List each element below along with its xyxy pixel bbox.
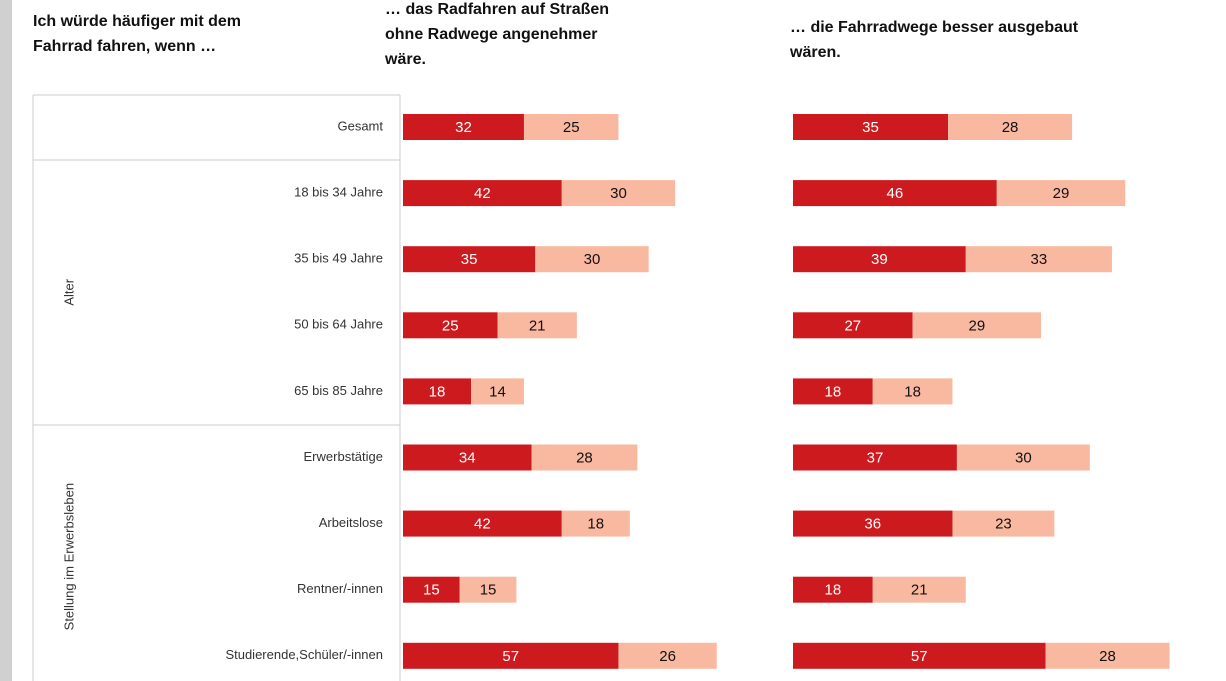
panel-title: wären. bbox=[789, 44, 841, 61]
bar-segment bbox=[403, 444, 532, 471]
value-label: 29 bbox=[1053, 185, 1070, 202]
value-label: 35 bbox=[862, 119, 879, 136]
question: Ich würde häufiger mit dem bbox=[33, 13, 241, 30]
value-label: 25 bbox=[442, 317, 459, 334]
row-label: Studierende,Schüler/-innen bbox=[225, 647, 383, 662]
group-label: Stellung im Erwerbsleben bbox=[61, 483, 76, 630]
bar-segment bbox=[872, 576, 966, 603]
row-label: Arbeitslose bbox=[319, 515, 383, 530]
value-label: 30 bbox=[610, 185, 627, 202]
value-label: 28 bbox=[576, 449, 593, 466]
bar-segment bbox=[403, 180, 562, 207]
value-label: 18 bbox=[587, 516, 604, 533]
value-label: 35 bbox=[461, 251, 478, 268]
bar-segment bbox=[618, 642, 717, 669]
value-label: 42 bbox=[474, 185, 491, 202]
row-label: 35 bis 49 Jahre bbox=[294, 251, 383, 266]
bar-segment bbox=[403, 510, 562, 537]
bar-segment bbox=[793, 576, 873, 603]
bar-segment bbox=[1045, 642, 1170, 669]
bar-segment bbox=[403, 642, 619, 669]
bar-segment bbox=[956, 444, 1090, 471]
value-label: 57 bbox=[911, 648, 928, 665]
value-label: 18 bbox=[825, 582, 842, 599]
question: Fahrrad fahren, wenn … bbox=[33, 38, 216, 55]
bar-segment bbox=[403, 312, 498, 339]
value-label: 28 bbox=[1099, 648, 1116, 665]
row-label: 50 bis 64 Jahre bbox=[294, 317, 383, 332]
bar-segment bbox=[965, 246, 1112, 273]
bar-segment bbox=[996, 180, 1126, 207]
value-label: 37 bbox=[867, 449, 884, 466]
panel-title: wäre. bbox=[384, 51, 426, 68]
row-label: Rentner/-innen bbox=[297, 581, 383, 596]
bar-segment bbox=[793, 180, 997, 207]
bar-segment bbox=[948, 114, 1073, 140]
panel-title: ohne Radwege angenehmer bbox=[385, 26, 598, 43]
bar-segment bbox=[403, 114, 524, 140]
value-label: 14 bbox=[489, 383, 506, 400]
bar-segment bbox=[793, 312, 913, 339]
value-label: 32 bbox=[455, 119, 472, 136]
bar-segment bbox=[561, 180, 676, 207]
value-label: 18 bbox=[825, 383, 842, 400]
value-label: 27 bbox=[844, 317, 861, 334]
row-label: 65 bis 85 Jahre bbox=[294, 383, 383, 398]
value-label: 36 bbox=[864, 516, 881, 533]
value-label: 25 bbox=[563, 119, 580, 136]
bar-segment bbox=[793, 510, 953, 537]
bar-segment bbox=[561, 510, 630, 537]
value-label: 21 bbox=[911, 582, 928, 599]
value-label: 18 bbox=[904, 383, 921, 400]
bar-segment bbox=[793, 642, 1046, 669]
value-label: 26 bbox=[659, 648, 676, 665]
bar-segment bbox=[535, 246, 649, 273]
bar-segment bbox=[523, 114, 619, 140]
value-label: 15 bbox=[480, 582, 497, 599]
bar-segment bbox=[497, 312, 577, 339]
bar-segment bbox=[459, 576, 517, 603]
value-label: 30 bbox=[584, 251, 601, 268]
value-label: 18 bbox=[429, 383, 446, 400]
bar-segment bbox=[471, 378, 524, 405]
row-label: Erwerbstätige bbox=[304, 449, 383, 464]
bar-segment bbox=[793, 444, 957, 471]
bar-segment bbox=[912, 312, 1042, 339]
value-label: 15 bbox=[423, 582, 440, 599]
panel-title: … das Radfahren auf Straßen bbox=[385, 1, 609, 18]
value-label: 29 bbox=[969, 317, 986, 334]
value-label: 34 bbox=[459, 449, 476, 466]
value-label: 23 bbox=[995, 516, 1012, 533]
value-label: 42 bbox=[474, 516, 491, 533]
value-label: 33 bbox=[1031, 251, 1048, 268]
bar-segment bbox=[793, 246, 966, 273]
group-label: Alter bbox=[61, 278, 76, 305]
value-label: 28 bbox=[1002, 119, 1019, 136]
bar-segment bbox=[793, 114, 949, 140]
bar-segment bbox=[403, 378, 472, 405]
value-label: 30 bbox=[1015, 449, 1032, 466]
panel-title: … die Fahrradwege besser ausgebaut bbox=[790, 19, 1079, 36]
bar-segment bbox=[872, 378, 953, 405]
bar-segment bbox=[403, 576, 460, 603]
row-label: 18 bis 34 Jahre bbox=[294, 185, 383, 200]
side-strip bbox=[0, 0, 12, 681]
value-label: 39 bbox=[871, 251, 888, 268]
value-label: 46 bbox=[887, 185, 904, 202]
value-label: 21 bbox=[529, 317, 546, 334]
row-label: Gesamt bbox=[337, 118, 383, 133]
bar-segment bbox=[403, 246, 536, 273]
value-label: 57 bbox=[502, 648, 519, 665]
bar-segment bbox=[531, 444, 638, 471]
bar-segment bbox=[952, 510, 1055, 537]
bar-segment bbox=[793, 378, 873, 405]
